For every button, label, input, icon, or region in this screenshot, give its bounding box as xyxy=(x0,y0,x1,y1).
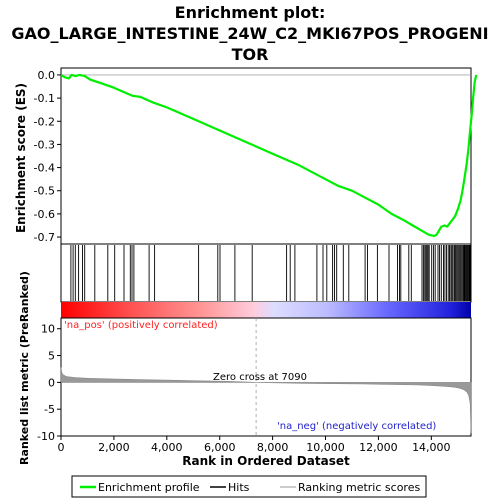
ranking-metric-area xyxy=(60,367,472,434)
x-tick-label: 4,000 xyxy=(151,441,183,454)
es-y-tick-label: -0.3 xyxy=(34,138,55,151)
chart-title-line-3: TOR xyxy=(232,45,269,64)
es-y-tick-label: -0.4 xyxy=(34,162,55,175)
es-y-tick-label: -0.5 xyxy=(34,185,55,198)
es-y-tick-label: -0.1 xyxy=(34,92,55,105)
x-tick-label: 14,000 xyxy=(412,441,451,454)
chart-title-line-2: GAO_LARGE_INTESTINE_24W_C2_MKI67POS_PROG… xyxy=(11,24,488,43)
rank-color-bar xyxy=(61,302,471,318)
x-tick-label: 8,000 xyxy=(257,441,289,454)
enrichment-profile-line xyxy=(60,73,478,237)
metric-y-tick-label: 0 xyxy=(48,376,55,389)
es-y-tick-label: -0.7 xyxy=(34,231,55,244)
legend-box xyxy=(71,475,427,498)
x-tick-label: 10,000 xyxy=(306,441,345,454)
metric-y-tick-label: 10 xyxy=(41,323,55,336)
x-tick-label: 6,000 xyxy=(204,441,236,454)
zero-cross-label: Zero cross at 7090 xyxy=(213,372,307,383)
es-axis-label: Enrichment score (ES) xyxy=(14,83,28,233)
hits-layer xyxy=(70,245,472,301)
metric-layer xyxy=(60,318,472,436)
na-neg-label: 'na_neg' (negatively correlated) xyxy=(277,421,436,432)
metric-y-tick-label: -5 xyxy=(44,403,55,416)
x-axis-label: Rank in Ordered Dataset xyxy=(182,454,350,468)
x-tick-label: 0 xyxy=(58,441,65,454)
es-y-tick-label: -0.2 xyxy=(34,115,55,128)
x-tick-label: 2,000 xyxy=(98,441,130,454)
chart-title-line-1: Enrichment plot: xyxy=(175,3,326,22)
es-y-tick-label: 0.0 xyxy=(38,69,56,82)
legend-enrichment-label: Enrichment profile xyxy=(98,481,200,494)
axes-layer: 0.0 -0.1 -0.2 -0.3 -0.4 -0.5 -0.6 -0.7 10 5 0 -5 -10… xyxy=(34,69,451,454)
metric-y-tick-label: 5 xyxy=(48,350,55,363)
x-tick-label: 12,000 xyxy=(359,441,398,454)
es-y-tick-label: -0.6 xyxy=(34,208,55,221)
legend-metric-label: Ranking metric scores xyxy=(298,481,420,494)
legend-hits-label: Hits xyxy=(228,481,250,494)
metric-y-tick-label: -10 xyxy=(37,430,55,443)
hits-panel-frame xyxy=(60,243,472,303)
es-layer xyxy=(60,73,478,237)
na-pos-label: 'na_pos' (positively correlated) xyxy=(64,320,218,331)
metric-axis-label: Ranked list metric (PreRanked) xyxy=(18,271,31,465)
